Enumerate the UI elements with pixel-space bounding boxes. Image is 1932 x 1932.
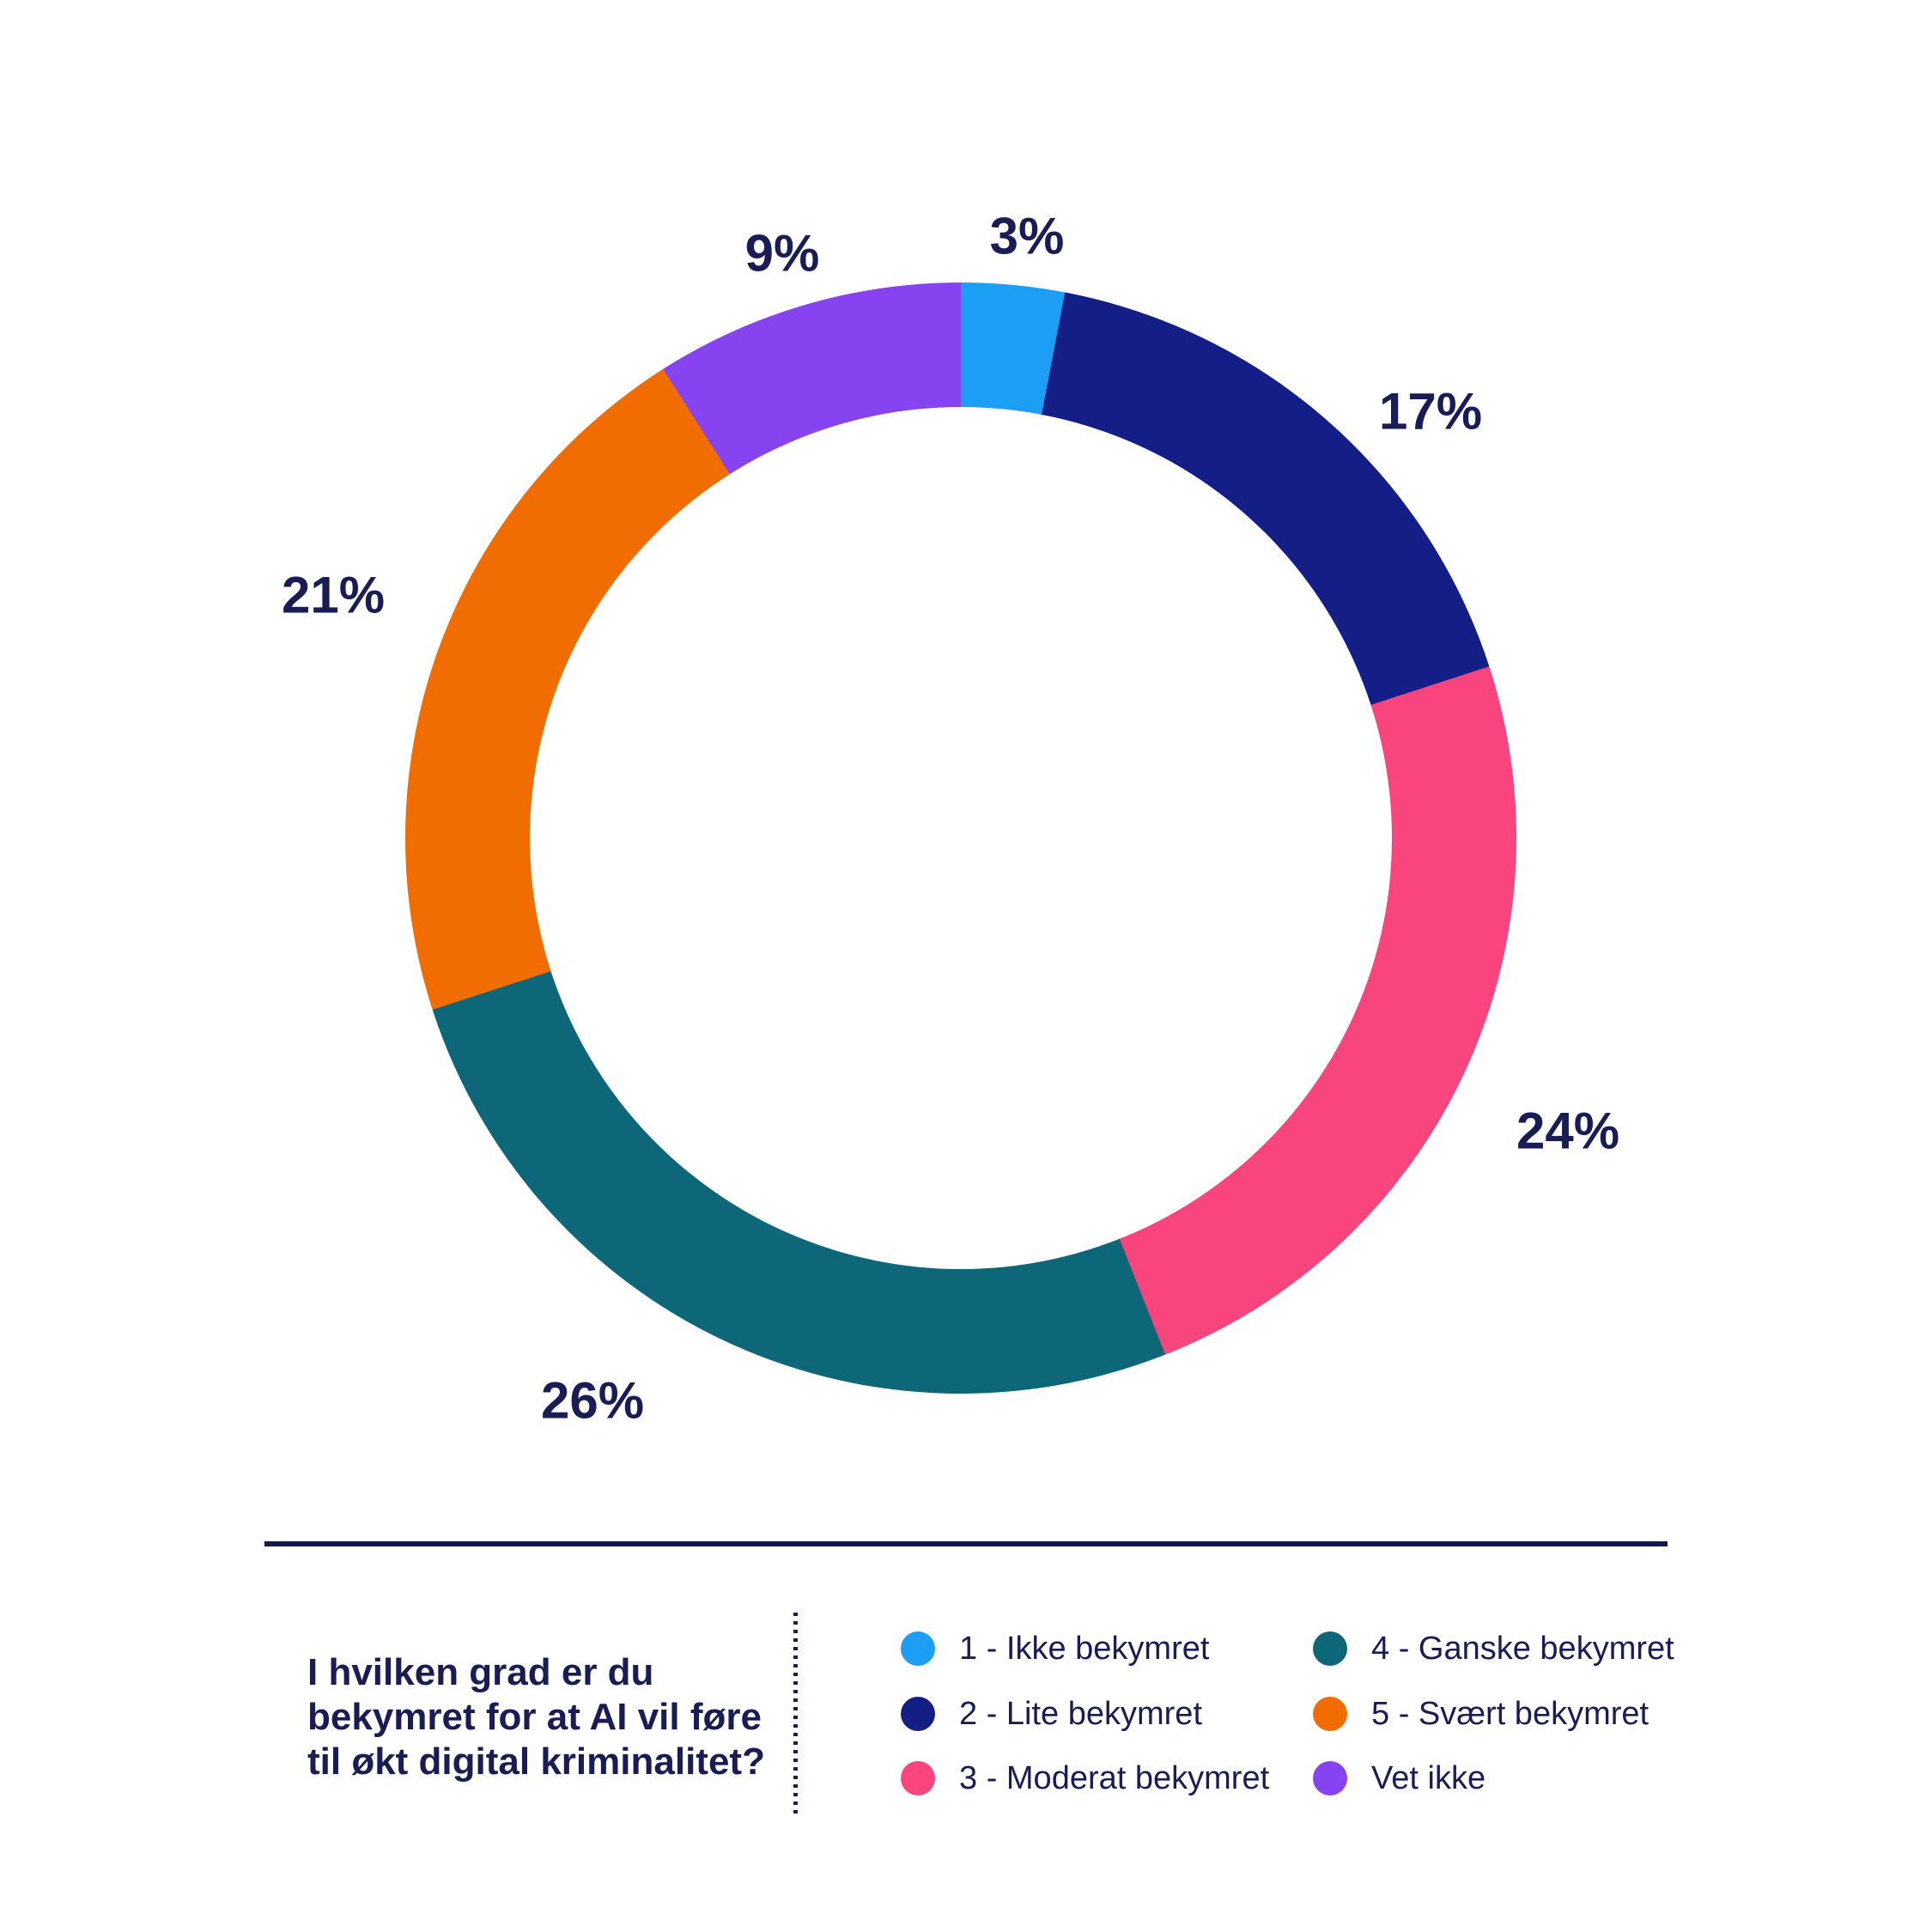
legend-item-5: 5 - Svært bekymret [1313,1696,1649,1732]
slice-value-label-1: 3% [989,207,1065,265]
slice-value-label-5: 21% [281,566,386,624]
legend-item-2: 2 - Lite bekymret [901,1696,1202,1732]
legend-label-2: 2 - Lite bekymret [959,1696,1202,1732]
legend-dot-blue [901,1631,935,1666]
donut-hole [530,407,1392,1269]
legend-item-6: Vet ikke [1313,1760,1485,1796]
legend-item-4: 4 - Ganske bekymret [1313,1631,1674,1667]
slice-value-label-4: 26% [540,1371,645,1430]
legend-dot-orange [1313,1697,1347,1731]
slice-value-label-6: 9% [744,224,820,283]
legend-dot-navy [901,1697,935,1731]
dotted-divider [793,1613,798,1815]
legend-label-4: 4 - Ganske bekymret [1371,1631,1674,1667]
donut-chart [405,283,1516,1394]
question-line-3: til økt digital kriminalitet? [307,1741,765,1783]
legend-label-6: Vet ikke [1371,1760,1486,1796]
slice-value-label-2: 17% [1378,382,1483,440]
legend-dot-pink [901,1761,935,1795]
legend-label-5: 5 - Svært bekymret [1371,1696,1649,1732]
question-line-2: bekymret for at AI vil føre [307,1696,762,1738]
legend-item-3: 3 - Moderat bekymret [901,1760,1269,1796]
chart-question: I hvilken grad er du bekymret for at AI … [307,1650,765,1784]
question-line-1: I hvilken grad er du [307,1651,654,1693]
legend-label-1: 1 - Ikke bekymret [959,1631,1210,1667]
slice-value-label-3: 24% [1516,1102,1620,1160]
divider-line [264,1541,1668,1546]
legend-item-1: 1 - Ikke bekymret [901,1631,1209,1667]
legend-dot-purple [1313,1761,1347,1795]
legend-dot-teal [1313,1631,1347,1666]
legend-label-3: 3 - Moderat bekymret [959,1760,1270,1796]
